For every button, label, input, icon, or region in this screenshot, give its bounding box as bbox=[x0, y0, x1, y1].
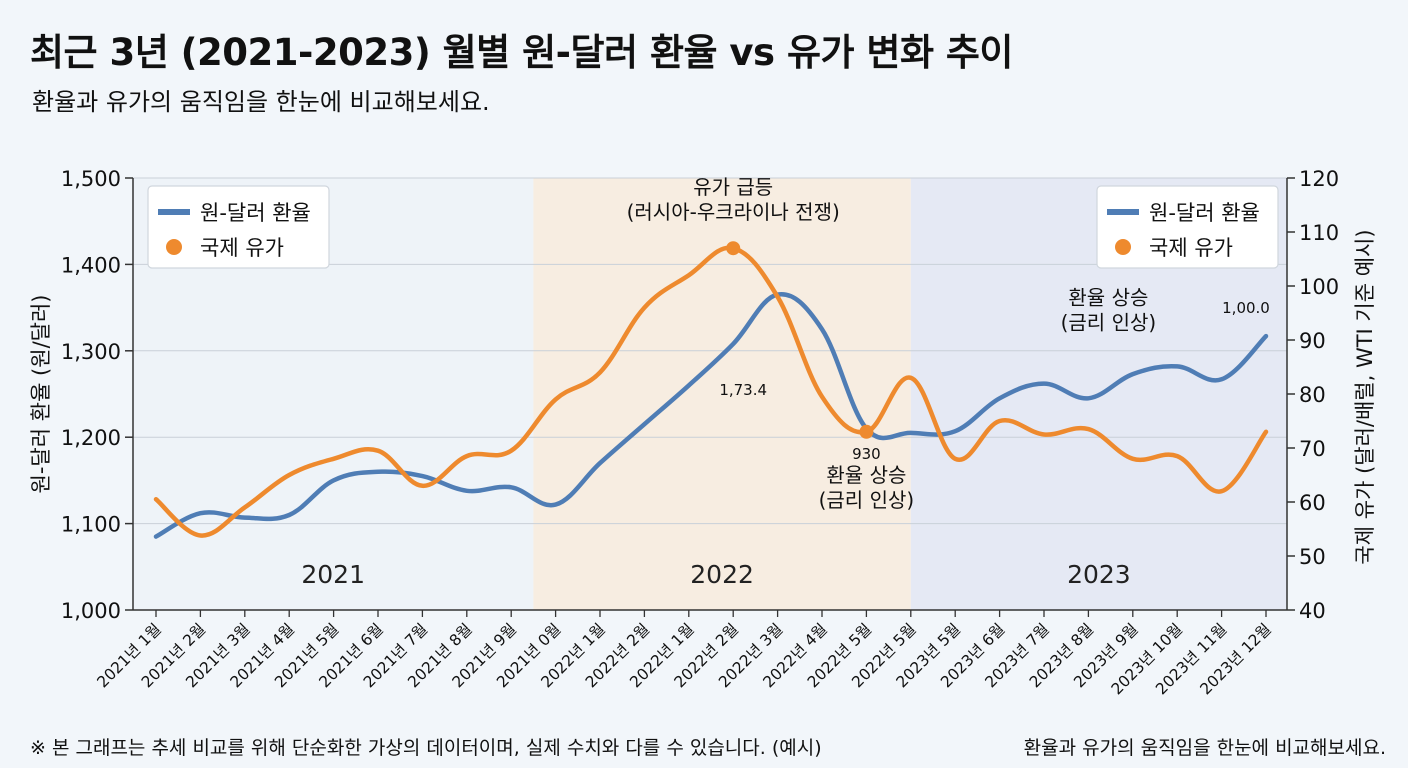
footnote: ※ 본 그래프는 추세 비교를 위해 단순화한 가상의 데이터이며, 실제 수치… bbox=[30, 737, 822, 759]
left-axis-tick-label: 1,100 bbox=[61, 513, 121, 537]
right-axis-tick-label: 60 bbox=[1299, 491, 1326, 515]
annotation-text: (러시아-우크라이나 전쟁) bbox=[627, 200, 840, 224]
annotation-text: (금리 인상) bbox=[819, 488, 915, 512]
right-axis-tick-label: 110 bbox=[1299, 221, 1339, 245]
right-axis-tick-label: 90 bbox=[1299, 329, 1326, 353]
left-axis-tick-label: 1,500 bbox=[61, 167, 121, 191]
legend-swatch-dot bbox=[1115, 239, 1131, 255]
footnote-right: 환율과 유가의 움직임을 한눈에 비교해보세요. bbox=[1023, 737, 1386, 759]
legend-label: 국제 유가 bbox=[1149, 236, 1233, 260]
legend-top-right bbox=[1096, 185, 1279, 269]
exchange-rate-line bbox=[153, 292, 1269, 539]
annotation-text: 1,73.4 bbox=[719, 381, 767, 399]
legend-top-left bbox=[147, 185, 330, 269]
year-label-2022: 2022 bbox=[690, 560, 754, 589]
right-axis-tick-label: 80 bbox=[1299, 383, 1326, 407]
page-title: 최근 3년 (2021-2023) 월별 원-달러 환율 vs 유가 변화 추이 bbox=[30, 31, 1013, 74]
year-label-2021: 2021 bbox=[301, 560, 365, 589]
left-axis-tick-label: 1,400 bbox=[61, 253, 121, 277]
left-axis-tick-label: 1,000 bbox=[61, 599, 121, 623]
left-axis-title: 원-달러 환율 (원/달러) bbox=[29, 295, 53, 494]
left-axis-tick-label: 1,300 bbox=[61, 340, 121, 364]
legend-swatch-dot bbox=[166, 239, 182, 255]
legend-label: 원-달러 환율 bbox=[200, 201, 311, 225]
annotation-text: 환율 상승 bbox=[1068, 285, 1148, 309]
year-label-2023: 2023 bbox=[1067, 560, 1131, 589]
legend-label: 국제 유가 bbox=[200, 236, 284, 260]
page-subtitle: 환율과 유가의 움직임을 한눈에 비교해보세요. bbox=[32, 88, 490, 116]
annotation-text: (금리 인상) bbox=[1061, 310, 1157, 334]
right-axis-tick-label: 100 bbox=[1299, 275, 1339, 299]
right-axis-tick-label: 70 bbox=[1299, 437, 1326, 461]
annotation-text: 유가 급등 bbox=[693, 175, 773, 199]
annotation-marker bbox=[726, 241, 741, 256]
annotation-text: 930 bbox=[852, 445, 881, 463]
annotation-text: 환율 상승 bbox=[826, 463, 906, 487]
right-axis-title: 국제 유가 (달러/배럴, WTI 기준 예시) bbox=[1353, 229, 1377, 564]
annotation-text: 1,00.0 bbox=[1222, 299, 1270, 317]
annotation-marker bbox=[859, 424, 874, 439]
left-axis-tick-label: 1,200 bbox=[61, 426, 121, 450]
legend-label: 원-달러 환율 bbox=[1149, 201, 1260, 225]
right-axis-tick-label: 40 bbox=[1299, 599, 1326, 623]
right-axis-tick-label: 50 bbox=[1299, 545, 1326, 569]
right-axis-tick-label: 120 bbox=[1299, 167, 1339, 191]
